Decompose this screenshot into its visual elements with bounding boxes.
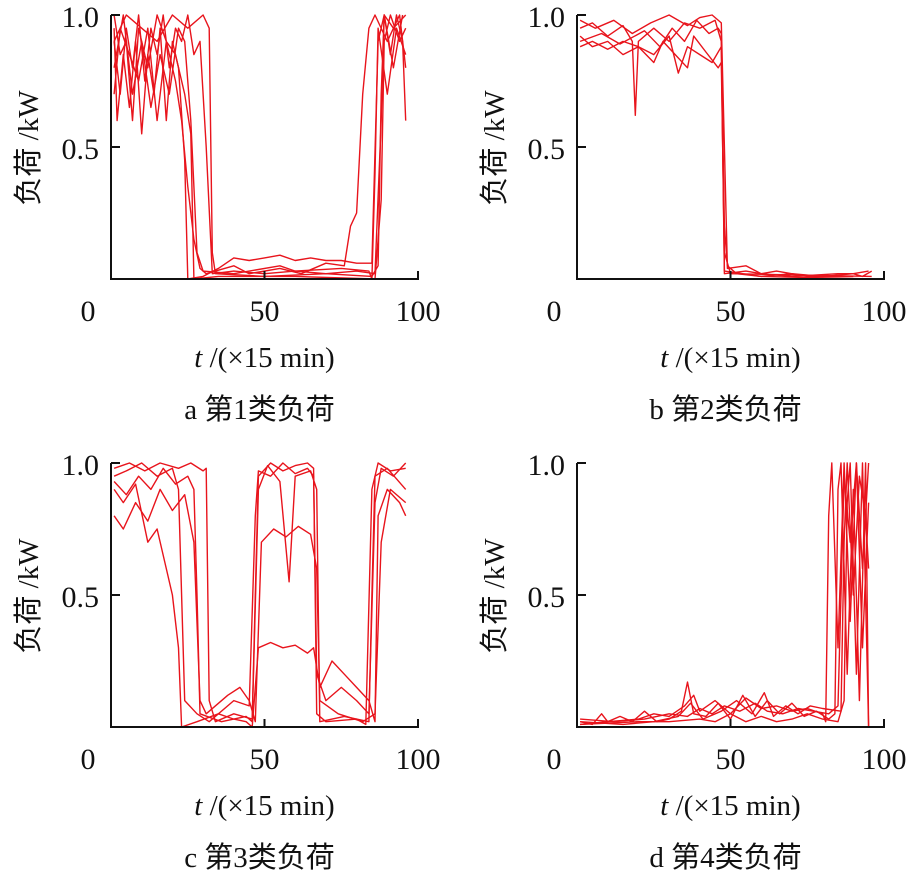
- series-line-4: [580, 462, 870, 728]
- y-tick-label: 0.5: [62, 133, 100, 166]
- y-axis-title: 负荷 /kW: [478, 90, 511, 206]
- y-axis-title: 负荷 /kW: [478, 538, 511, 654]
- panel-b: 0.5 1.0 0 50 100 负荷 /kW t /(×15 min) b 第2类负荷: [478, 1, 907, 426]
- x-axis-variable: t: [660, 342, 669, 374]
- series-line-4: [113, 488, 407, 723]
- series-line-3: [113, 462, 406, 726]
- x-axis-unit: /(×15 min): [668, 342, 800, 374]
- x-tick-label: 0: [547, 295, 562, 328]
- series-line-5: [113, 14, 407, 280]
- y-tick-label: 0.5: [62, 581, 100, 614]
- panel-d: 0.5 1.0 0 50 100 负荷 /kW t /(×15 min) d 第4类负荷: [478, 449, 907, 871]
- x-tick-label: 100: [396, 295, 441, 328]
- x-axis-title: t /(×15 min): [660, 342, 800, 374]
- panel-caption: a 第1类负荷: [184, 393, 335, 426]
- series-line-3: [579, 14, 854, 278]
- y-tick-label: 1.0: [528, 449, 566, 482]
- series-line-1: [113, 462, 407, 723]
- x-axis-title: t /(×15 min): [194, 790, 334, 822]
- x-axis-variable: t: [660, 790, 669, 822]
- panel-caption: c 第3类负荷: [184, 841, 335, 871]
- x-tick-label: 0: [81, 295, 96, 328]
- x-axis-unit: /(×15 min): [202, 342, 334, 374]
- panel-a: 0.5 1.0 0 50 100 负荷 /kW t /(×15 min) a 第1类负荷: [12, 1, 441, 426]
- panel-caption: d 第4类负荷: [649, 841, 801, 871]
- y-tick-label: 1.0: [528, 1, 566, 34]
- x-tick-label: 50: [250, 743, 280, 776]
- x-tick-label: 100: [862, 295, 907, 328]
- y-axis-title: 负荷 /kW: [12, 90, 45, 206]
- x-tick-label: 50: [716, 295, 746, 328]
- y-tick-label: 1.0: [62, 449, 100, 482]
- y-tick-label: 0.5: [528, 133, 566, 166]
- series-line-4: [113, 14, 407, 278]
- x-axis-title: t /(×15 min): [194, 342, 334, 374]
- x-tick-label: 100: [862, 743, 907, 776]
- x-tick-label: 0: [81, 743, 96, 776]
- series-line-5: [113, 464, 407, 723]
- x-axis-variable: t: [194, 790, 203, 822]
- series-line-5: [580, 462, 870, 723]
- panel-caption: b 第2类负荷: [649, 393, 801, 426]
- series-line-3: [580, 462, 870, 726]
- series-line-2: [580, 462, 870, 728]
- series-line-2: [579, 35, 873, 278]
- y-tick-label: 1.0: [62, 1, 100, 34]
- x-axis-unit: /(×15 min): [668, 790, 800, 822]
- x-tick-label: 0: [547, 743, 562, 776]
- series-line-1: [579, 462, 870, 726]
- y-tick-label: 0.5: [528, 581, 566, 614]
- x-axis-variable: t: [194, 342, 203, 374]
- x-tick-label: 50: [250, 295, 280, 328]
- series-line-6: [113, 14, 407, 280]
- y-axis-title: 负荷 /kW: [12, 538, 45, 654]
- panel-c: 0.5 1.0 0 50 100 负荷 /kW t /(×15 min) c 第3类负荷: [12, 449, 441, 871]
- series-line-5: [579, 19, 872, 280]
- x-tick-label: 100: [396, 743, 441, 776]
- x-axis-unit: /(×15 min): [202, 790, 334, 822]
- x-axis-title: t /(×15 min): [660, 790, 800, 822]
- x-tick-label: 50: [716, 743, 746, 776]
